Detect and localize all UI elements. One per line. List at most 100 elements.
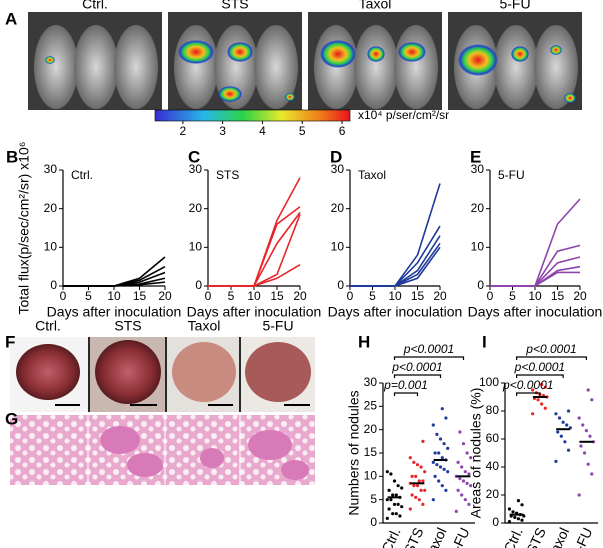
data-point: [577, 416, 581, 420]
data-point: [507, 520, 512, 524]
comparison-bracket: [393, 356, 465, 360]
data-point: [412, 484, 416, 488]
x-tick-label: 0: [347, 289, 354, 303]
y-tick-label: 20: [471, 201, 485, 215]
data-point: [414, 474, 418, 478]
data-point: [590, 472, 594, 476]
colorbar-tick-label: 5: [299, 124, 306, 138]
y-tick-label: 0: [50, 278, 57, 292]
data-point: [431, 498, 435, 502]
data-point: [563, 440, 567, 444]
data-point: [435, 463, 439, 467]
data-point: [394, 493, 398, 497]
comparison-bracket: [393, 392, 419, 396]
data-point: [543, 406, 547, 410]
data-point: [540, 382, 544, 386]
x-tick-label: Ctrl.: [500, 525, 525, 548]
data-point: [437, 479, 441, 483]
data-point: [465, 481, 469, 485]
y-tick-label: 0: [370, 515, 377, 529]
y-tick-label: 20: [364, 422, 378, 436]
y-tick-label: 10: [189, 240, 203, 254]
y-axis-label: Total flux(p/sec/cm²/sr) x10⁶: [16, 141, 32, 314]
data-point: [396, 484, 400, 488]
data-point: [419, 488, 423, 492]
data-point: [433, 451, 437, 455]
comparison-bracket: [516, 374, 564, 378]
x-axis-label: Days after inoculation: [328, 304, 463, 320]
y-tick-label: 10: [471, 240, 485, 254]
data-point: [394, 512, 398, 516]
colorbar-tick-label: 2: [180, 124, 187, 138]
data-point: [442, 442, 446, 446]
data-point: [566, 448, 571, 452]
x-tick-label: STS: [523, 525, 549, 548]
data-point: [536, 398, 540, 402]
x-tick-label: 15: [411, 289, 425, 303]
panel-letter: H: [358, 332, 370, 351]
data-point: [410, 474, 414, 478]
data-point: [461, 479, 466, 483]
data-point: [561, 420, 565, 424]
data-point: [435, 432, 439, 436]
y-tick-label: 10: [364, 469, 378, 483]
data-point: [408, 507, 412, 511]
data-point: [454, 509, 458, 513]
y-tick-label: 5: [370, 492, 377, 506]
y-tick-label: 30: [189, 162, 203, 176]
data-point: [456, 488, 460, 492]
image-label: STS: [221, 0, 248, 12]
data-point: [465, 451, 469, 455]
data-point: [385, 498, 389, 502]
data-point: [415, 463, 420, 467]
x-tick-label: 20: [573, 289, 587, 303]
y-axis-label: Numbers of nodules: [346, 390, 362, 515]
data-point: [520, 503, 524, 507]
data-point: [469, 456, 473, 460]
y-tick-label: 30: [331, 162, 345, 176]
data-point: [408, 456, 412, 460]
y-tick-label: 0: [477, 278, 484, 292]
data-point: [431, 423, 435, 427]
data-point: [417, 479, 421, 483]
data-point: [540, 402, 544, 406]
data-line: [350, 246, 441, 287]
x-tick-label: 20: [293, 289, 307, 303]
data-line: [350, 183, 441, 287]
panel-letter: A: [5, 9, 17, 28]
data-point: [556, 430, 560, 434]
data-point: [442, 467, 446, 471]
y-tick-label: 10: [44, 240, 58, 254]
data-point: [400, 486, 404, 490]
x-tick-label: 5-FU: [445, 525, 473, 548]
x-axis-label: Days after inoculation: [47, 304, 182, 320]
x-axis-label: Days after inoculation: [468, 304, 603, 320]
data-point: [559, 434, 563, 438]
data-point: [415, 484, 420, 488]
comparison-bracket: [393, 374, 442, 378]
data-point: [463, 498, 467, 502]
data-point: [579, 444, 583, 448]
data-point: [385, 470, 389, 474]
data-point: [423, 470, 427, 474]
x-tick-label: 0: [205, 289, 212, 303]
x-tick-label: 0: [487, 289, 494, 303]
x-tick-label: 10: [107, 289, 121, 303]
photo-label: Ctrl.: [35, 318, 61, 334]
image-label: 5-FU: [499, 0, 530, 12]
x-tick-label: 10: [528, 289, 542, 303]
panel-letter: C: [188, 147, 200, 166]
data-line: [490, 265, 581, 287]
panel-letter: I: [482, 332, 487, 351]
data-point: [389, 472, 393, 476]
data-point: [469, 484, 473, 488]
data-point: [391, 512, 395, 516]
data-point: [590, 398, 594, 402]
y-tick-label: 40: [486, 459, 500, 473]
data-line: [490, 271, 580, 287]
data-point: [398, 514, 402, 518]
data-point: [456, 460, 460, 464]
x-tick-label: 5: [509, 289, 516, 303]
colorbar-tick-label: 4: [259, 124, 266, 138]
